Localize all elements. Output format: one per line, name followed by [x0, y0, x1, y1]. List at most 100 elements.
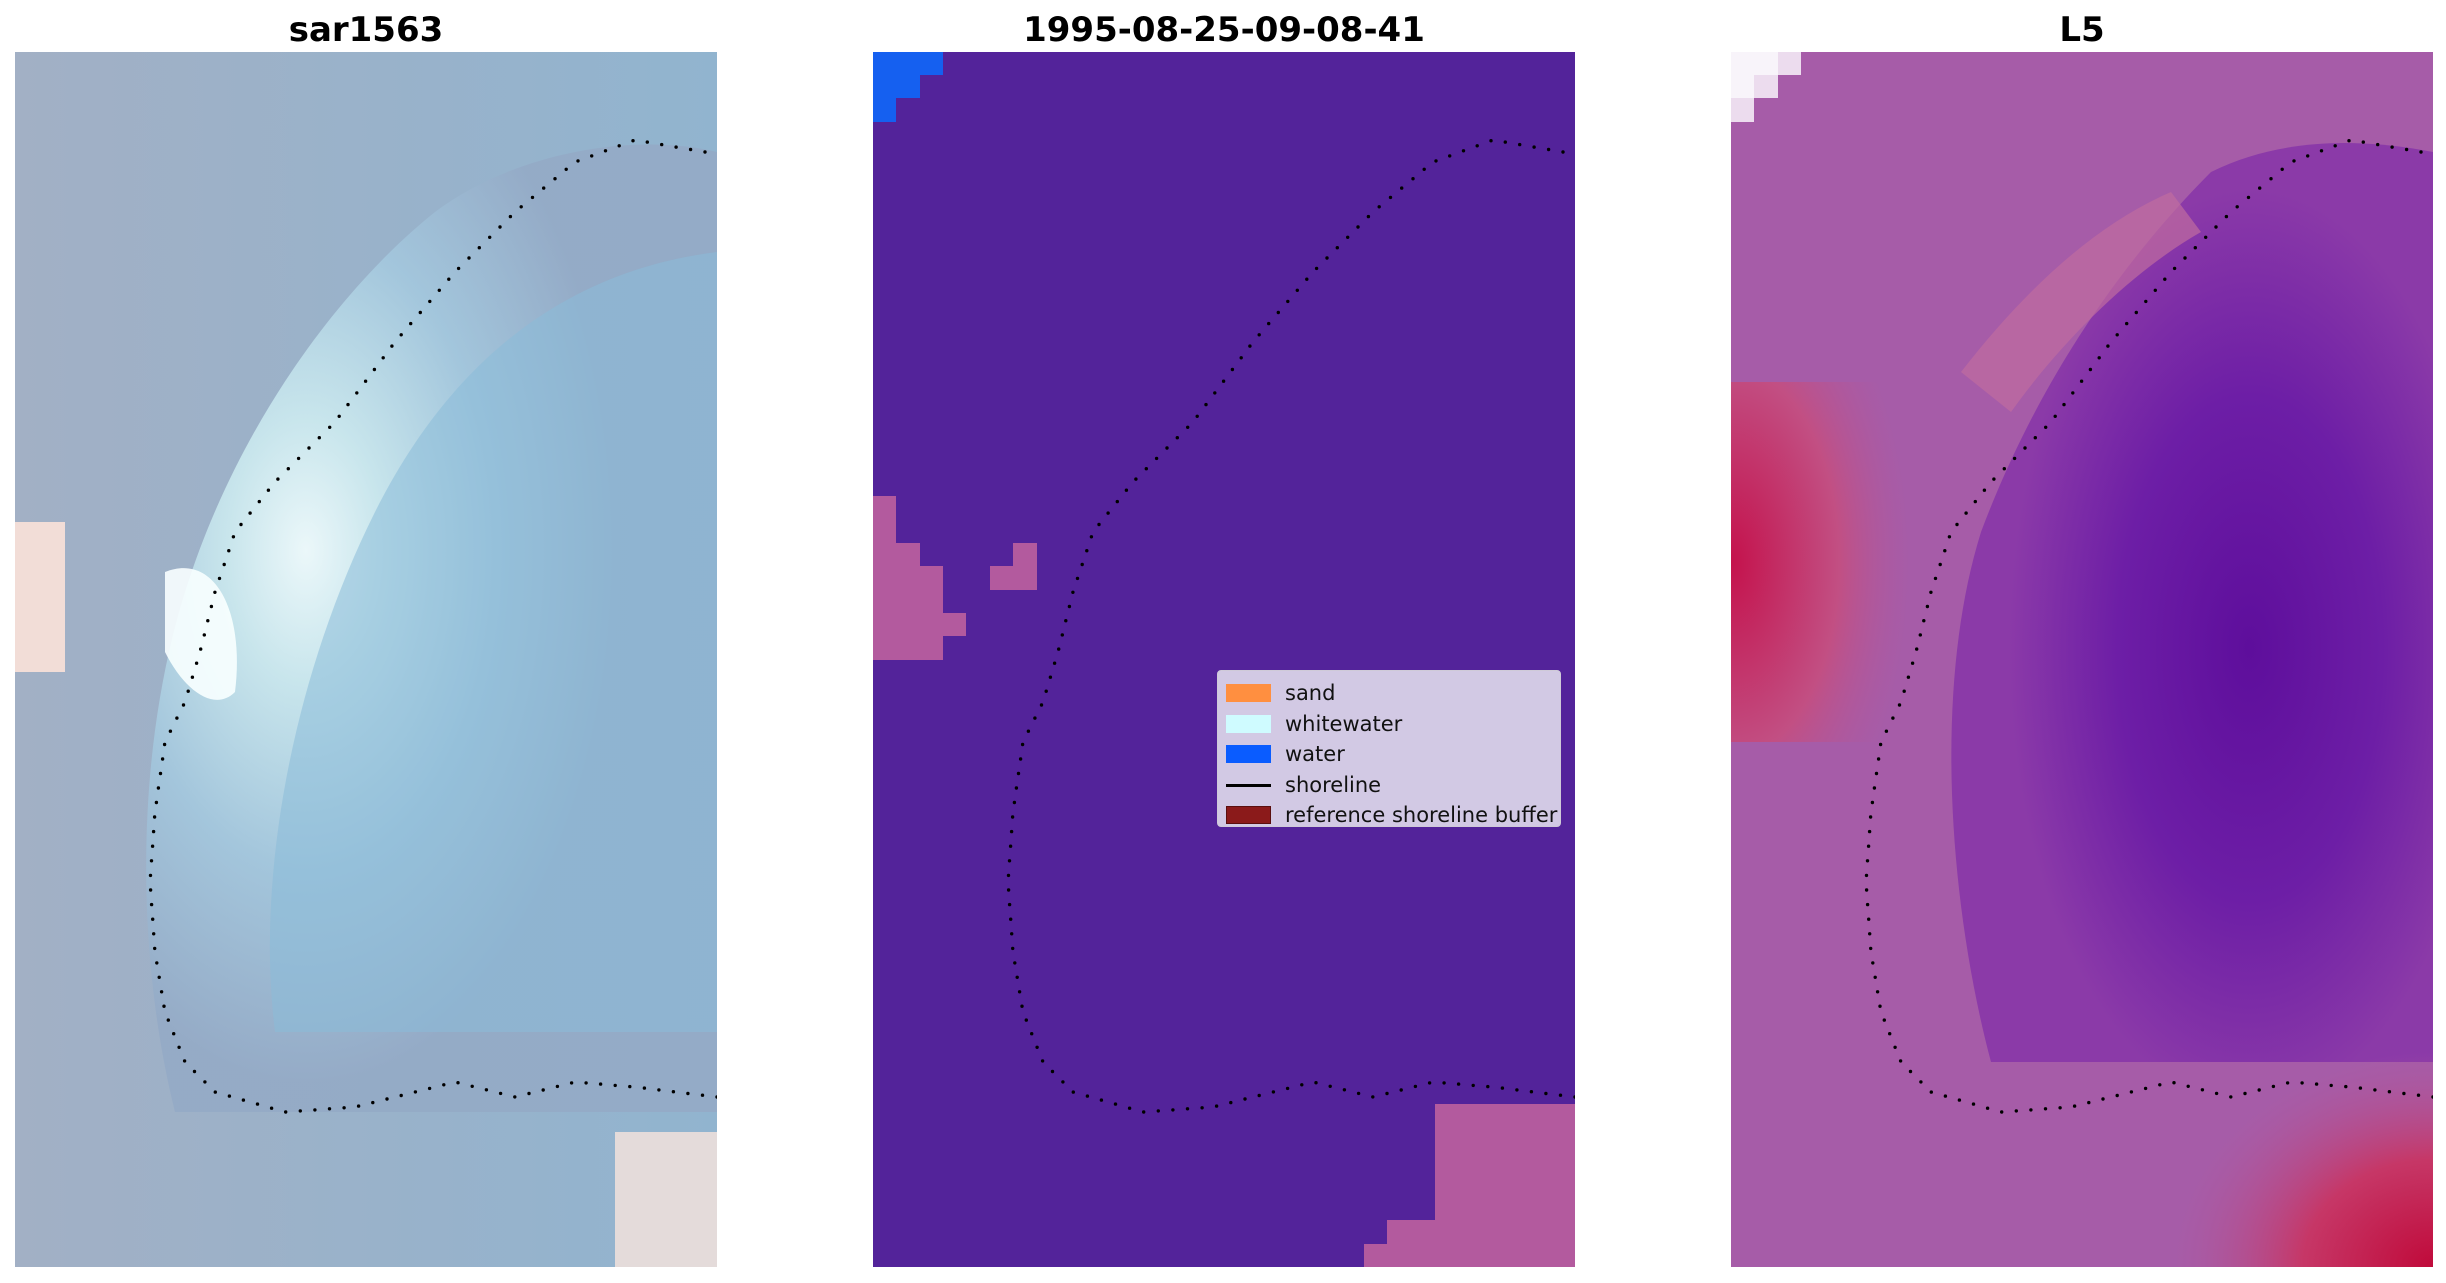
shoreline-point	[2292, 159, 2296, 163]
shoreline-point	[1213, 391, 1217, 395]
shoreline-point	[346, 402, 350, 407]
legend-swatch-sand	[1226, 684, 1271, 703]
legend-label-sand: sand	[1285, 681, 1336, 706]
shoreline-point	[1867, 917, 1871, 921]
shoreline-point	[162, 1004, 166, 1008]
shoreline-point	[2058, 1106, 2062, 1110]
shoreline-point	[1346, 235, 1350, 239]
shoreline-point	[1875, 990, 1880, 994]
shoreline-point	[166, 1018, 170, 1022]
shoreline-point	[1030, 1032, 1034, 1036]
panel-title-index: L5	[2059, 10, 2105, 50]
shoreline-point	[2224, 214, 2229, 219]
shoreline-point	[177, 1045, 181, 1049]
shoreline-point	[1957, 1098, 1962, 1102]
shoreline-point	[1008, 844, 1013, 848]
shoreline-point	[442, 1083, 446, 1087]
shoreline-point	[1515, 1088, 1519, 1092]
shoreline-point	[381, 356, 385, 360]
shoreline-point	[1195, 414, 1199, 418]
shoreline-point	[613, 1083, 617, 1088]
shoreline-point	[1142, 1110, 1146, 1114]
shoreline-point	[2143, 1086, 2148, 1091]
shoreline-point	[1014, 786, 1019, 790]
shoreline-point	[1982, 488, 1987, 492]
legend-swatch-water	[1226, 745, 1271, 764]
shoreline-point	[1865, 859, 1870, 863]
shoreline-point	[1305, 277, 1309, 281]
shoreline-point	[1154, 456, 1159, 461]
shoreline-point	[1922, 619, 1926, 623]
shoreline-point	[1356, 1091, 1361, 1096]
shoreline-point	[508, 214, 513, 219]
shoreline-point	[1947, 535, 1952, 539]
shoreline-point	[2134, 310, 2138, 315]
shoreline-point	[1134, 477, 1138, 481]
shoreline-point	[1884, 729, 1889, 733]
shoreline-point	[456, 1081, 460, 1085]
shoreline-point	[2087, 1100, 2091, 1105]
shoreline-point	[1558, 1093, 1563, 1097]
shoreline-point	[206, 619, 210, 623]
shoreline-point	[1033, 716, 1037, 720]
shoreline-point	[1888, 1032, 1892, 1036]
shoreline-point	[1214, 1104, 1219, 1108]
shoreline-dots	[148, 139, 717, 1114]
shoreline-point	[2101, 1097, 2105, 1101]
shoreline-point	[1399, 1088, 1403, 1092]
shoreline-point	[1286, 299, 1290, 304]
shoreline-point	[527, 1091, 531, 1096]
shoreline-point	[152, 815, 157, 819]
shoreline-point	[1017, 990, 1022, 994]
shoreline-point	[1906, 675, 1911, 679]
shoreline-point	[1010, 815, 1015, 819]
shoreline-point	[2106, 344, 2110, 348]
shoreline-point	[569, 1081, 574, 1085]
shoreline-point	[1314, 266, 1319, 271]
shoreline-point	[337, 414, 341, 418]
shoreline-point	[1573, 1095, 1575, 1099]
shoreline-point	[257, 499, 261, 504]
shoreline-point	[576, 159, 580, 163]
legend-item-shoreline: shoreline	[1218, 770, 1560, 801]
legend-label-shoreline: shoreline	[1285, 772, 1382, 797]
shoreline-point	[1127, 1106, 1132, 1110]
shoreline-point	[2258, 186, 2262, 190]
shoreline-point	[2144, 299, 2148, 304]
shoreline-point	[159, 990, 164, 994]
shoreline-point	[2079, 379, 2084, 383]
shoreline-point	[2390, 145, 2394, 149]
shoreline-point	[168, 729, 173, 733]
shoreline-point	[642, 1086, 647, 1090]
shoreline-point	[1060, 633, 1064, 637]
shoreline-point	[2044, 425, 2048, 429]
shoreline-point	[1026, 729, 1031, 733]
shoreline-point	[356, 1104, 361, 1108]
shoreline-point	[1071, 590, 1075, 594]
shoreline-point	[1943, 549, 1947, 553]
shoreline-point	[190, 675, 195, 679]
shoreline-point	[296, 456, 301, 461]
shoreline-point	[1248, 344, 1252, 348]
shoreline-point	[399, 1093, 403, 1098]
shoreline-point	[498, 1091, 503, 1096]
shoreline-point	[1908, 1069, 1913, 1074]
shoreline-point	[427, 1086, 432, 1091]
shoreline-point	[2257, 1088, 2261, 1092]
shoreline-point	[1285, 1086, 1290, 1091]
shoreline-point	[2153, 288, 2157, 292]
shoreline-point	[155, 961, 159, 965]
shoreline-point	[1328, 1084, 1332, 1089]
shoreline-point	[456, 266, 461, 271]
shoreline-point	[1893, 1045, 1897, 1049]
shoreline-point	[182, 1059, 187, 1063]
shoreline-point	[1461, 149, 1466, 153]
shoreline-point	[148, 888, 153, 892]
shoreline-point	[1097, 522, 1101, 527]
rgb-image-panel	[15, 52, 717, 1267]
shoreline-point	[148, 873, 153, 878]
legend-swatch-reference-buffer	[1226, 806, 1271, 825]
shoreline-point	[1040, 1059, 1045, 1063]
shoreline-point	[530, 195, 535, 200]
shoreline-point	[1546, 147, 1551, 152]
